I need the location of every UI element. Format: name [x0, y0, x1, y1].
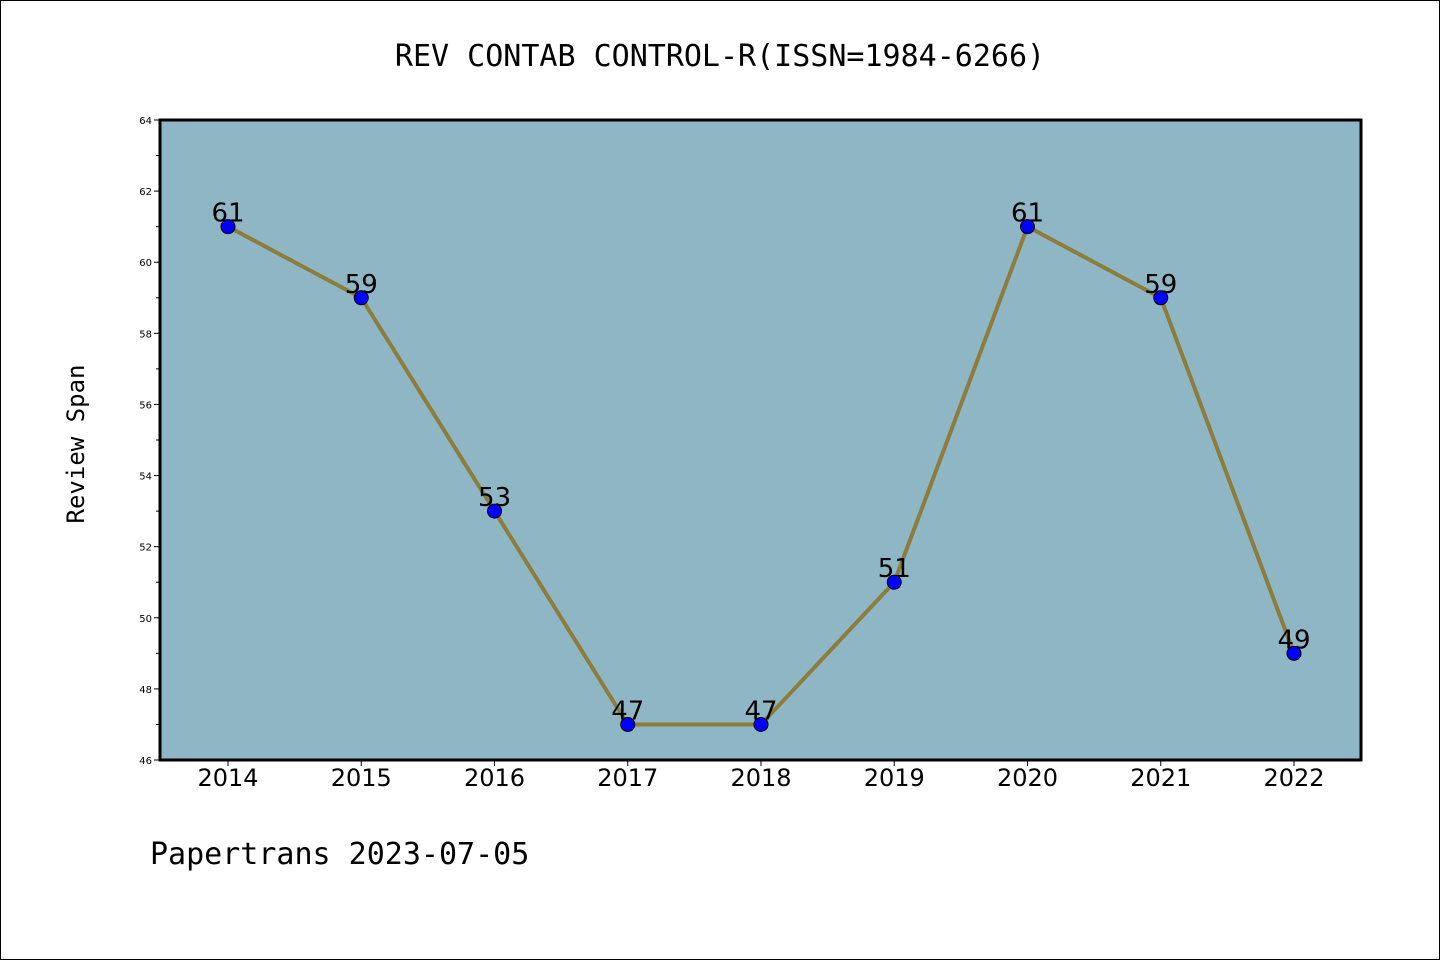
- x-tick-label: 2015: [331, 764, 392, 792]
- data-label: 47: [611, 696, 644, 726]
- data-label: 49: [1277, 625, 1310, 655]
- y-axis-label: Review Span: [62, 365, 90, 524]
- y-axis: 46 48 50 52 54 56 58 60 62 64: [139, 116, 160, 767]
- data-label: 59: [1144, 270, 1177, 300]
- data-label: 59: [345, 270, 378, 300]
- footer-text: Papertrans 2023-07-05: [150, 837, 529, 872]
- data-point: [886, 574, 902, 590]
- data-point: [220, 219, 236, 235]
- x-tick-label: 2020: [997, 764, 1058, 792]
- data-point: [1286, 645, 1302, 661]
- plot-area: [158, 118, 1363, 762]
- x-tick-label: 2017: [597, 764, 658, 792]
- data-point: [1153, 290, 1169, 306]
- data-label: 53: [478, 483, 511, 513]
- y-tick-label: 50: [139, 614, 152, 625]
- y-tick-label: 46: [139, 756, 152, 767]
- data-point: [620, 716, 636, 732]
- chart-title: REV CONTAB CONTROL-R(ISSN=1984-6266): [395, 39, 1045, 74]
- x-tick-label: 2016: [464, 764, 525, 792]
- data-point: [487, 503, 502, 519]
- data-label: 61: [211, 199, 244, 229]
- series-line-group: [220, 219, 1302, 732]
- data-label: 47: [744, 696, 777, 726]
- x-tick-label: 2021: [1130, 764, 1191, 792]
- data-label: 61: [1011, 199, 1044, 229]
- y-tick-label: 58: [139, 329, 152, 340]
- y-tick-label: 56: [139, 400, 152, 411]
- y-tick-label: 60: [139, 258, 152, 269]
- x-tick-label: 2019: [864, 764, 925, 792]
- x-tick-label: 2022: [1263, 764, 1324, 792]
- x-tick-label: 2018: [730, 764, 791, 792]
- data-point: [1020, 219, 1035, 235]
- data-point: [353, 290, 369, 306]
- x-tick-label: 2014: [197, 764, 258, 792]
- y-tick-label: 52: [139, 543, 152, 554]
- x-axis: 2014 2015 2016 2017 2018 2019 2020 2021 2022: [197, 760, 1325, 792]
- y-tick-label: 62: [139, 187, 152, 198]
- y-tick-label: 54: [139, 472, 152, 483]
- y-tick-label: 64: [139, 116, 152, 127]
- data-labels: 61 59 53 47 47 51 61 59 49: [211, 199, 1310, 727]
- data-point: [753, 716, 769, 732]
- data-label: 51: [878, 554, 911, 584]
- y-tick-label: 48: [139, 685, 152, 696]
